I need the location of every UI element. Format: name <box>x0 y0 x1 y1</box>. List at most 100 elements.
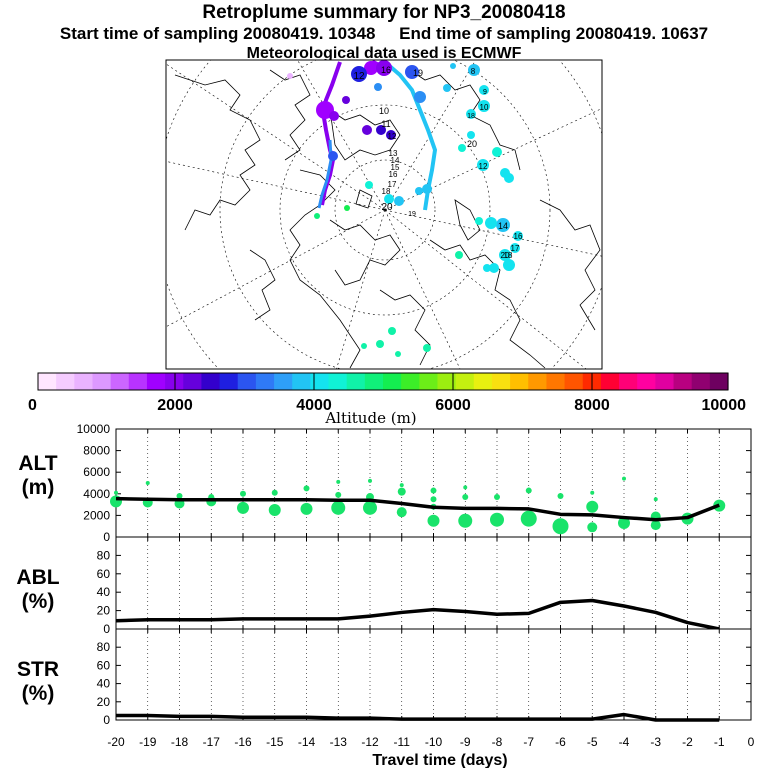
map-plume-marker <box>475 217 483 225</box>
colorbar-swatch <box>237 373 257 390</box>
map-plume-markers <box>287 60 523 357</box>
altitude-scatter-point <box>399 483 404 488</box>
altitude-scatter-point <box>458 513 473 528</box>
map-plume-marker <box>388 327 396 335</box>
altitude-scatter-point <box>618 516 630 529</box>
map-plume-marker <box>443 84 451 92</box>
colorbar-frame <box>37 372 729 391</box>
map-plume-marker <box>489 263 499 273</box>
panel-ylabel: ALT <box>18 452 57 475</box>
y-tick-label: 80 <box>97 548 111 562</box>
series-line-altitude <box>115 496 720 522</box>
colorbar-swatch <box>201 373 221 390</box>
map-plume-marker <box>394 196 404 206</box>
map-plume-marker <box>415 187 423 195</box>
y-tick-label: 4000 <box>83 487 110 501</box>
altitude-scatter-point <box>462 494 469 501</box>
met-data-label: Meteorological data used is ECMWF <box>246 45 522 62</box>
colorbar-swatch <box>491 373 511 390</box>
colorbar-swatch <box>219 373 239 390</box>
map-plume-marker <box>485 217 497 229</box>
end-time-label: End time of sampling 20080419. 10637 <box>399 24 709 43</box>
map-day-label: 17 <box>388 180 397 189</box>
altitude-scatter-point <box>368 478 372 483</box>
colorbar-swatch <box>419 373 439 390</box>
colorbar-swatch <box>328 373 348 390</box>
x-tick-label: -17 <box>203 735 221 749</box>
y-tick-label: 60 <box>97 658 111 672</box>
colorbar-swatch <box>655 373 675 390</box>
altitude-colorbar: 0 2000 4000 6000 8000 10000 <box>28 372 747 414</box>
x-tick-label: -12 <box>361 735 379 749</box>
map-day-label: 16 <box>514 232 523 241</box>
colorbar-swatch <box>364 373 384 390</box>
y-tick-label: 0 <box>103 530 110 544</box>
y-tick-label: 10000 <box>77 422 111 436</box>
x-tick-label: -5 <box>587 735 598 749</box>
panel-ylabel: ABL <box>16 566 59 589</box>
altitude-scatter-point <box>586 500 599 513</box>
trajectory-cyan <box>383 60 438 211</box>
map-center-label: 20 <box>381 202 393 213</box>
panel-ylabel: (%) <box>22 590 55 613</box>
colorbar-swatch <box>383 373 402 390</box>
altitude-scatter-point <box>490 512 504 527</box>
map-plume-marker <box>513 231 523 241</box>
altitude-scatter-point <box>331 500 346 515</box>
colorbar-swatch <box>128 373 148 390</box>
x-tick-label: -9 <box>460 735 471 749</box>
x-tick-label: -8 <box>492 735 503 749</box>
colorbar-tick-label: 0 <box>28 397 37 414</box>
colorbar-swatch <box>600 373 620 390</box>
altitude-scatter-point <box>590 490 595 495</box>
colorbar-swatch <box>38 373 57 390</box>
x-tick-label: -13 <box>330 735 348 749</box>
altitude-scatter-point <box>300 502 313 515</box>
map-day-label: 12 <box>353 71 365 82</box>
series-line-stratosphere <box>116 712 720 722</box>
map-plume-marker <box>466 109 476 119</box>
map-plume-marker <box>414 91 426 103</box>
y-tick-label: 40 <box>97 677 111 691</box>
map-plume-marker <box>287 73 293 79</box>
x-tick-label: -1 <box>714 735 725 749</box>
altitude-scatter-point <box>397 487 406 496</box>
altitude-scatter-point <box>430 496 437 503</box>
altitude-scatter-point <box>335 491 342 498</box>
x-axis-label: Travel time (days) <box>372 752 507 768</box>
map-plume-marker <box>328 151 338 161</box>
altitude-scatter-point <box>303 485 310 492</box>
map-plume-marker <box>492 147 502 157</box>
map-plume-marker <box>342 96 350 104</box>
y-tick-label: 80 <box>97 640 111 654</box>
map-day-label: 12 <box>388 132 397 141</box>
map-plume-marker <box>503 259 515 271</box>
map-plume-marker <box>351 66 367 82</box>
x-tick-label: -15 <box>266 735 284 749</box>
colorbar-tick-label: 4000 <box>296 397 332 414</box>
altitude-scatter-point <box>237 501 249 514</box>
colorbar-swatch <box>165 373 184 390</box>
x-tick-label: -14 <box>298 735 316 749</box>
colorbar-swatch <box>709 373 729 390</box>
map-day-label: 19 <box>408 211 416 218</box>
colorbar-tick-label: 10000 <box>702 397 747 414</box>
map-day-label: 16 <box>389 170 398 179</box>
altitude-scatter-point <box>520 510 537 527</box>
map-plume-marker <box>468 64 480 76</box>
colorbar-swatch <box>255 373 275 390</box>
panel-frame-stratosphere <box>115 628 752 721</box>
colorbar-swatch <box>510 373 529 390</box>
y-tick-label: 20 <box>97 604 111 618</box>
colorbar-swatch <box>92 373 112 390</box>
map-plume-marker <box>329 111 339 121</box>
map-day-label: 13 <box>389 149 398 158</box>
altitude-scatter-point <box>494 494 500 501</box>
y-tick-label: 40 <box>97 585 111 599</box>
x-tick-label: -2 <box>682 735 693 749</box>
colorbar-swatch <box>274 373 293 390</box>
colorbar-swatch <box>528 373 548 390</box>
altitude-scatter-point <box>336 479 341 484</box>
map-day-label: 10 <box>480 103 489 112</box>
